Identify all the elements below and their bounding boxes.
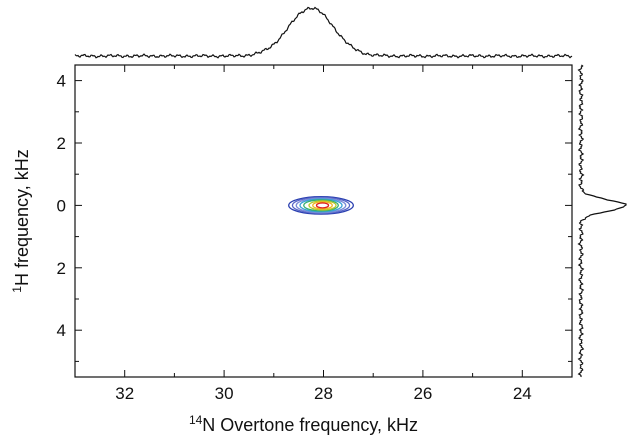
x-tick-label: 32 — [115, 384, 134, 403]
x-axis-title: 14N Overtone frequency, kHz — [189, 413, 418, 435]
contour-level-1 — [288, 196, 354, 215]
top-projection — [74, 6, 573, 59]
y-tick-label: 2 — [57, 134, 66, 153]
y-tick-label: 0 — [57, 196, 66, 215]
contour-level-7 — [312, 201, 333, 210]
contour-level-6 — [308, 200, 337, 211]
x-tick-label: 26 — [413, 384, 432, 403]
x-axis-ticks: 32 30 28 26 24 — [115, 65, 532, 403]
right-projection — [577, 64, 627, 378]
y-tick-label: 4 — [57, 321, 66, 340]
right-projection-line — [577, 64, 627, 378]
x-tick-label: 30 — [215, 384, 234, 403]
contour-level-2 — [291, 196, 351, 215]
y-axis-title-text: H frequency, kHz — [12, 149, 32, 286]
peak-contours — [288, 196, 354, 215]
plot-frame — [74, 64, 573, 378]
y-axis-ticks: 4 2 0 2 4 — [57, 72, 572, 362]
y-axis-title: 1H frequency, kHz — [10, 149, 32, 292]
y-tick-label: 4 — [57, 72, 66, 91]
y-axis-title-superscript: 1 — [10, 286, 24, 293]
contour-level-3 — [295, 197, 347, 214]
x-tick-label: 28 — [314, 384, 333, 403]
x-tick-label: 24 — [513, 384, 532, 403]
x-axis-title-text: N Overtone frequency, kHz — [202, 415, 418, 435]
x-axis-title-superscript: 14 — [189, 413, 203, 427]
y-tick-label: 2 — [57, 259, 66, 278]
top-projection-line — [74, 6, 573, 59]
contour-level-8 — [315, 202, 330, 209]
contour-level-5 — [303, 199, 339, 212]
contour-level-4 — [299, 198, 343, 213]
